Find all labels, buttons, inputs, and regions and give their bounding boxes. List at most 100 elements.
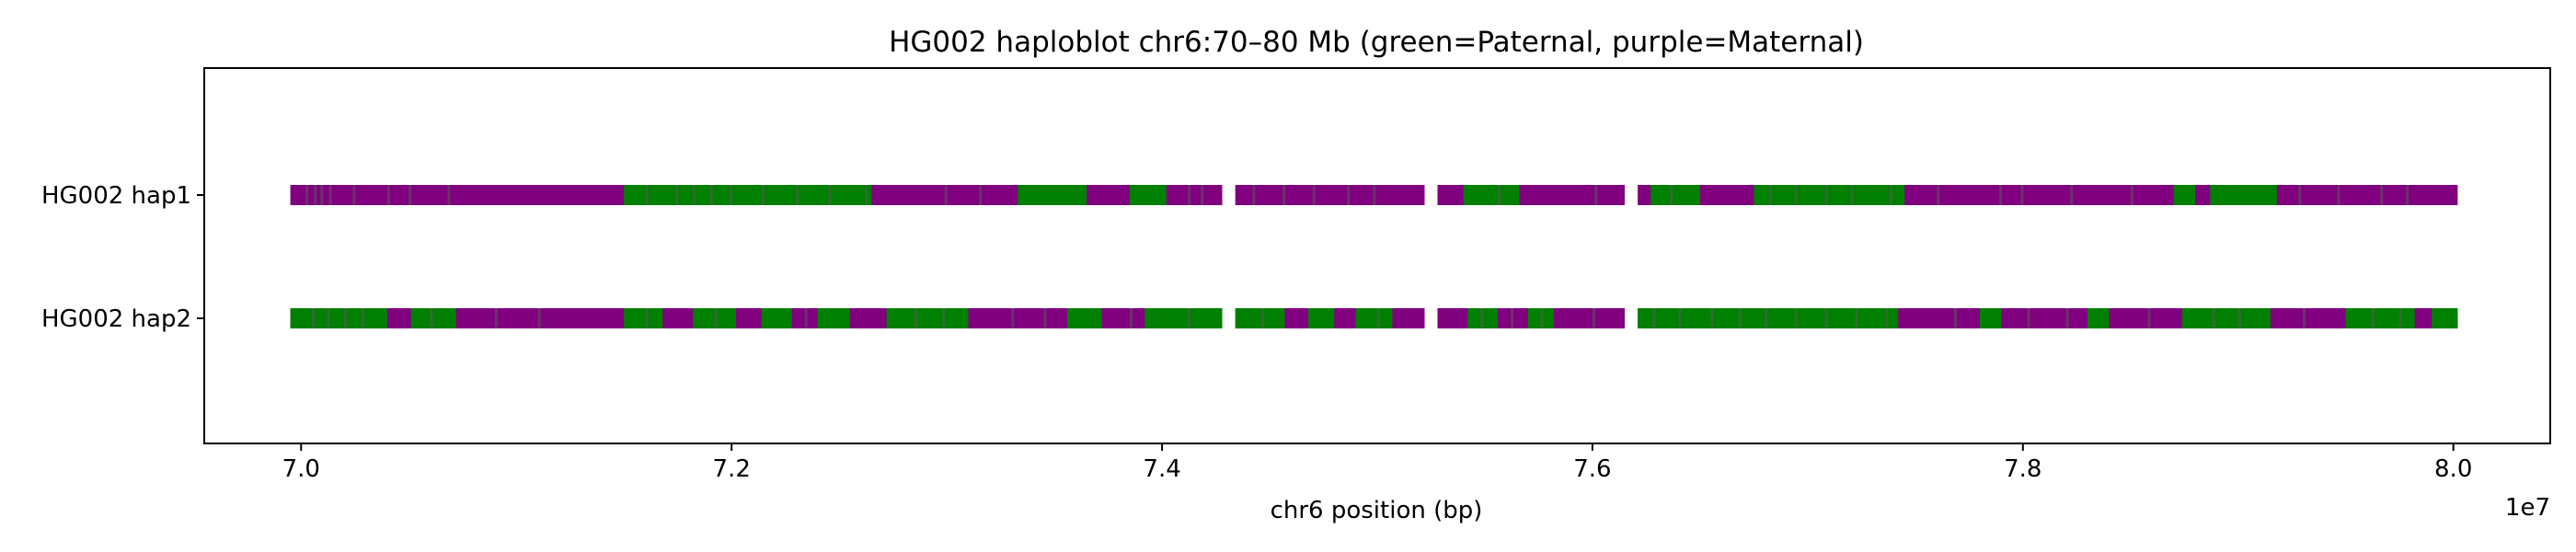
switch-mark [320,185,324,205]
switch-mark [1670,185,1673,205]
switch-mark [1043,308,1047,328]
paternal-segment [1130,185,1167,205]
switch-mark [2065,308,2069,328]
switch-mark [1739,308,1742,328]
switch-mark [2371,308,2375,328]
switch-mark [1889,185,1892,205]
switch-mark [1937,185,1940,205]
paternal-segment [1018,185,1087,205]
switch-mark [2212,308,2215,328]
switch-mark [1850,185,1854,205]
switch-mark [327,308,330,328]
switch-mark [1260,308,1264,328]
switch-mark [729,185,732,205]
switch-mark [1885,308,1889,328]
switch-mark [1824,308,1828,328]
switch-mark [2027,308,2030,328]
switch-mark [914,308,917,328]
switch-mark [645,185,649,205]
paternal-segment [1463,185,1520,205]
switch-mark [386,185,390,205]
y-tick-label: HG002 hap2 [41,305,191,333]
switch-mark [942,308,946,328]
x-tick-label: 8.0 [2434,455,2472,483]
switch-mark [1652,308,1656,328]
paternal-segment [1355,308,1393,328]
switch-mark [1511,308,1513,328]
x-tick-label: 7.8 [2004,455,2041,483]
x-tick-label: 7.0 [282,455,320,483]
switch-mark [2237,308,2241,328]
switch-mark [2399,308,2403,328]
x-axis: 7.0 7.2 7.4 7.6 7.8 8.0 [282,443,2472,483]
switch-mark [408,185,412,205]
switch-mark [1480,308,1484,328]
paternal-segment [1235,308,1285,328]
switch-mark [865,185,868,205]
switch-mark [693,185,696,205]
switch-mark [1540,308,1544,328]
switch-mark [430,308,433,328]
switch-mark [1824,185,1828,205]
switch-mark [314,185,317,205]
switch-mark [714,308,718,328]
paternal-segment [2182,308,2271,328]
switch-mark [2380,185,2384,205]
paternal-segment [2210,185,2277,205]
switch-mark [944,185,948,205]
chart-title: HG002 haploblot chr6:70–80 Mb (green=Pat… [889,26,1864,59]
switch-mark [645,308,649,328]
paternal-segment [1650,185,1700,205]
switch-mark [1768,185,1772,205]
paternal-segment [624,308,663,328]
x-tick-label: 7.6 [1573,455,1611,483]
x-tick-label: 7.2 [713,455,751,483]
switch-mark [1999,185,2003,205]
x-axis-label: chr6 position (bp) [1271,497,1483,524]
switch-mark [1282,185,1286,205]
paternal-segment [2345,308,2415,328]
switch-mark [1592,308,1595,328]
paternal-segment [2087,308,2110,328]
switch-mark [2298,185,2302,205]
switch-mark [537,308,541,328]
switch-mark [1794,308,1798,328]
paternal-segment [2173,185,2195,205]
switch-mark [1594,185,1598,205]
maternal-segment [1235,185,1425,205]
paternal-segment [2432,308,2458,328]
gap [1222,183,1236,207]
paternal-segment [1308,308,1335,328]
track-layer [290,183,2458,330]
paternal-segment [1067,308,1102,328]
switch-mark [1678,308,1682,328]
switch-mark [2130,185,2133,205]
track-1 [290,183,2458,207]
paternal-segment [1144,308,1223,328]
paternal-segment [886,308,969,328]
switch-mark [1794,185,1798,205]
switch-mark [1498,185,1501,205]
gap [1222,306,1236,330]
switch-mark [2020,185,2024,205]
switch-mark [361,308,364,328]
switch-mark [828,185,832,205]
gap [1424,183,1438,207]
switch-mark [328,185,332,205]
switch-mark [804,308,808,328]
track-2 [290,306,2458,330]
switch-mark [1130,308,1133,328]
switch-mark [344,308,348,328]
switch-mark [761,185,765,205]
gap [1625,183,1638,207]
paternal-segment [290,308,387,328]
paternal-segment [624,185,872,205]
switch-mark [1312,185,1316,205]
y-axis: HG002 hap1 HG002 hap2 [41,182,204,333]
paternal-segment [410,308,456,328]
switch-mark [2070,185,2074,205]
switch-mark [1373,185,1376,205]
switch-mark [352,185,356,205]
switch-mark [1188,308,1191,328]
